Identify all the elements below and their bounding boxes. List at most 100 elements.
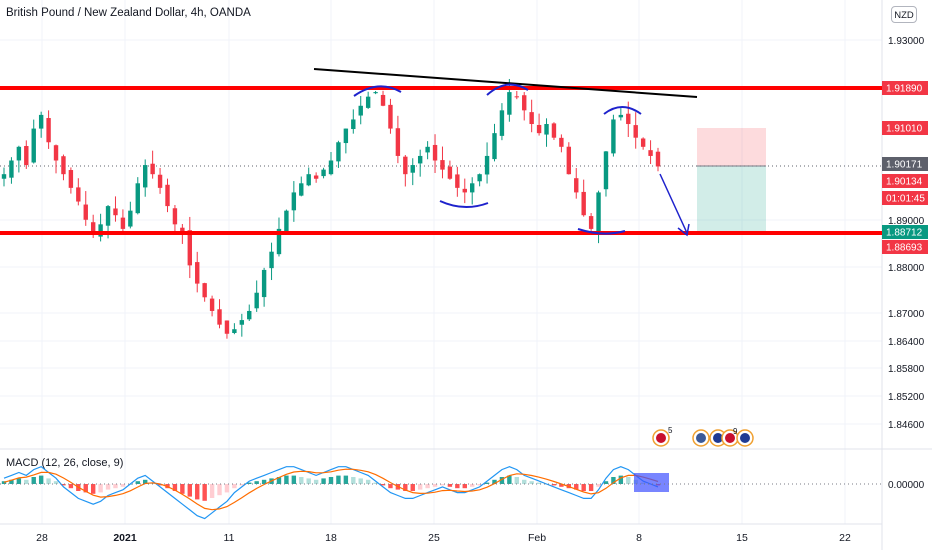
candle-body: [247, 310, 252, 320]
macd-bar: [440, 484, 445, 486]
macd-bar: [358, 478, 363, 484]
stop-loss-zone[interactable]: [697, 128, 766, 166]
price-tag-label: 1.91010: [886, 124, 923, 135]
event-badges[interactable]: 5 9: [652, 426, 754, 447]
candle-body: [306, 174, 311, 186]
macd-bar: [574, 484, 579, 490]
candle-body: [343, 128, 349, 144]
macd-bar: [403, 484, 408, 491]
price-tag-label: 1.88712: [886, 228, 923, 239]
macd-bar: [462, 484, 467, 489]
macd-bar: [157, 484, 163, 486]
candle-body: [24, 146, 29, 166]
candle-body: [551, 123, 557, 138]
candle-body: [566, 146, 572, 175]
arrow-head-icon: [677, 223, 690, 237]
candle-body: [395, 128, 401, 156]
candle-body: [328, 160, 334, 175]
macd-bar: [432, 484, 438, 487]
candle-body: [588, 216, 594, 229]
top-arc-2[interactable]: [486, 83, 529, 96]
macd-bar: [1, 481, 7, 484]
macd-bar: [328, 477, 334, 484]
event-count-left: 5: [668, 426, 673, 435]
candle-body: [336, 142, 341, 162]
candle-body: [299, 183, 304, 196]
price-tag: [882, 121, 928, 135]
macd-bar: [336, 475, 341, 484]
candle-body: [618, 114, 624, 118]
candle-body: [254, 292, 259, 309]
macd-bar: [321, 478, 326, 484]
macd-bar: [217, 484, 222, 496]
time-tick-label: 11: [224, 532, 235, 544]
top-arc-1[interactable]: [353, 85, 402, 97]
bottom-arc-2[interactable]: [577, 228, 626, 235]
candle-body: [462, 188, 467, 193]
time-tick-label: 18: [325, 532, 337, 544]
price-tick-label: 1.88000: [888, 263, 925, 274]
macd-bar: [499, 477, 505, 484]
bottom-arc-1[interactable]: [439, 200, 489, 208]
price-tick-label: 1.93000: [888, 36, 925, 47]
macd-bar: [611, 477, 616, 484]
candle-body: [603, 151, 609, 190]
macd-bar: [417, 484, 423, 490]
price-tag: [882, 240, 928, 254]
candle-body: [470, 183, 475, 193]
macd-bar: [202, 484, 207, 501]
candle-body: [432, 144, 438, 161]
candle-body: [261, 269, 267, 298]
price-tag-label: 1.91890: [886, 84, 923, 95]
candle-body: [269, 251, 274, 269]
price-tick-label: 1.86400: [888, 337, 925, 348]
trendline[interactable]: [313, 68, 698, 98]
candle-body: [321, 169, 326, 177]
macd-bar: [373, 482, 378, 484]
price-tag: [882, 174, 928, 188]
candle-body: [150, 163, 155, 175]
price-tick-label: 1.89000: [888, 216, 925, 227]
macd-bar: [105, 484, 111, 490]
price-tag-label: 1.90171: [886, 160, 923, 171]
macd-highlight-box[interactable]: [634, 473, 669, 492]
price-tag: [882, 81, 928, 95]
price-tag-label: 1.90134: [886, 177, 923, 188]
candle-body: [447, 166, 453, 179]
macd-bar: [46, 478, 51, 484]
candles: [1, 78, 661, 339]
macd-bar: [113, 484, 118, 489]
macd-bar: [180, 484, 185, 494]
candle-body: [90, 222, 96, 234]
macd-bar: [343, 475, 349, 484]
projection-arrow[interactable]: [659, 173, 688, 234]
candle-body: [157, 174, 163, 188]
candle-body: [120, 217, 126, 229]
price-tag: [882, 191, 928, 205]
macd-bar: [529, 481, 534, 484]
candle-body: [232, 329, 237, 333]
macd-bar: [507, 475, 512, 484]
candle-body: [38, 114, 44, 129]
price-axis[interactable]: 1.93000 1.89000 1.88000 1.87000 1.86400 1.858…: [888, 36, 925, 431]
candle-body: [202, 283, 207, 298]
macd-line: [3, 466, 659, 520]
candle-body: [172, 208, 178, 225]
macd-bar: [16, 478, 22, 484]
top-arc-3[interactable]: [603, 106, 642, 115]
candle-body: [611, 119, 616, 154]
take-profit-zone[interactable]: [697, 166, 766, 232]
time-tick-label: 2021: [113, 532, 137, 544]
candle-body: [143, 165, 148, 188]
currency-button[interactable]: NZD: [891, 6, 917, 23]
candle-body: [113, 208, 118, 216]
time-axis[interactable]: 28 2021 11 18 25 Feb 8 15 22: [36, 532, 851, 544]
time-tick-label: 8: [636, 532, 642, 544]
macd-bar: [470, 484, 475, 487]
candle-body: [187, 230, 192, 266]
candle-body: [536, 124, 542, 134]
macd-bar: [596, 484, 601, 487]
macd-bar: [425, 484, 430, 489]
macd-bar: [68, 484, 74, 489]
